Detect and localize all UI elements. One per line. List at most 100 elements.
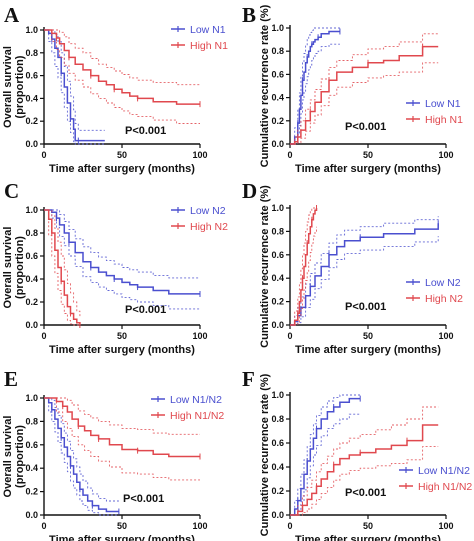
p-value-label: P<0.001 — [345, 121, 386, 133]
y-tick-label: 0.8 — [271, 226, 284, 236]
series-low-n1-n2 — [290, 394, 361, 516]
legend-label: High N1 — [190, 40, 228, 52]
y-tick-label: 0.4 — [25, 274, 38, 284]
survival-step-line — [290, 424, 439, 516]
series-high-n2 — [290, 205, 318, 326]
y-axis-title: Overall survival(proportion) — [2, 227, 26, 309]
x-axis-title: Time after surgery (months) — [49, 534, 195, 541]
ci-lower-line — [44, 209, 200, 310]
y-axis-title: Overall survival(proportion) — [2, 416, 26, 498]
y-tick-label: 0.2 — [25, 487, 38, 497]
y-tick-label: 0.0 — [271, 139, 284, 149]
y-tick-label: 0.0 — [25, 139, 38, 149]
y-tick-label: 0.8 — [25, 228, 38, 238]
panel-a: A 0.0 0.2 0.4 0.6 0.8 1.0 0 50 100 Time after surg… — [2, 3, 228, 175]
series-high-n2 — [44, 209, 81, 328]
y-tick-label: 0.4 — [25, 463, 38, 473]
x-tick-label: 100 — [438, 331, 453, 341]
y-axis-title: Cumulative recurrence rate (%) — [259, 185, 271, 348]
p-value-label: P<0.001 — [345, 301, 386, 313]
series-high-n1 — [290, 33, 439, 145]
panel-d: D 0.0 0.2 0.4 0.6 0.8 1.0 0 50 100 Time after surg… — [242, 179, 463, 356]
survival-step-line — [290, 45, 439, 145]
series-low-n1-n2 — [44, 397, 120, 516]
survival-step-line — [290, 208, 318, 326]
y-axis-title-line-1: Overall survival — [2, 46, 14, 128]
ci-lower-line — [290, 226, 317, 326]
ci-upper-line — [290, 207, 317, 326]
legend-label: Low N1/N2 — [170, 394, 222, 406]
ci-upper-line — [44, 209, 81, 319]
ci-upper-line — [290, 406, 439, 516]
y-tick-label: 0.8 — [25, 416, 38, 426]
x-tick-label: 100 — [192, 331, 207, 341]
y-tick-label: 0.8 — [25, 48, 38, 58]
series-high-n1-n2 — [290, 406, 439, 516]
panel-c: C 0.0 0.2 0.4 0.6 0.8 1.0 0 50 100 Time after surg… — [2, 179, 228, 356]
ci-upper-line — [44, 29, 105, 131]
y-tick-label: 0.6 — [25, 251, 38, 261]
x-tick-label: 0 — [287, 331, 292, 341]
y-axis-title-line-2: (proportion) — [14, 425, 26, 488]
series-low-n2 — [44, 209, 201, 310]
x-tick-label: 0 — [287, 521, 292, 531]
y-tick-label: 0.4 — [271, 462, 284, 472]
legend-label: Low N1 — [425, 98, 461, 110]
x-tick-label: 50 — [117, 331, 127, 341]
p-value-label: P<0.001 — [345, 487, 386, 499]
x-axis-title: Time after surgery (months) — [295, 163, 441, 175]
y-tick-label: 0.0 — [271, 320, 284, 330]
series-low-n1 — [290, 27, 341, 145]
x-tick-label: 100 — [438, 521, 453, 531]
y-tick-label: 1.0 — [25, 25, 38, 35]
ci-lower-line — [44, 397, 200, 481]
y-tick-label: 0.2 — [25, 297, 38, 307]
series-high-n1 — [44, 29, 201, 124]
panel-letter: A — [4, 3, 20, 27]
series-low-n1 — [44, 29, 105, 145]
legend-label: Low N2 — [190, 205, 226, 217]
x-axis-title: Time after surgery (months) — [49, 163, 195, 175]
panel-letter: B — [242, 3, 256, 27]
y-tick-label: 0.8 — [271, 46, 284, 56]
x-tick-label: 0 — [41, 150, 46, 160]
legend-label: High N1/N2 — [170, 410, 224, 422]
x-axis-title: Time after surgery (months) — [295, 534, 441, 541]
y-tick-label: 0.4 — [271, 273, 284, 283]
y-tick-label: 0.2 — [271, 297, 284, 307]
y-tick-label: 0.6 — [25, 71, 38, 81]
ci-lower-line — [44, 397, 119, 516]
legend-label: High N1 — [425, 114, 463, 126]
y-axis-title: Overall survival(proportion) — [2, 46, 26, 128]
panel-b: B 0.0 0.2 0.4 0.6 0.8 1.0 0 50 100 Time after surg… — [242, 3, 463, 175]
x-tick-label: 100 — [438, 150, 453, 160]
ci-upper-line — [290, 216, 439, 326]
ci-lower-line — [290, 43, 340, 145]
y-tick-label: 0.2 — [25, 116, 38, 126]
y-axis-title-line-2: (proportion) — [14, 236, 26, 299]
x-tick-label: 50 — [363, 150, 373, 160]
x-tick-label: 0 — [41, 331, 46, 341]
ci-lower-line — [290, 236, 439, 326]
survival-step-line — [290, 397, 361, 516]
p-value-label: P<0.001 — [125, 304, 166, 316]
y-tick-label: 0.0 — [25, 320, 38, 330]
y-tick-label: 1.0 — [271, 390, 284, 400]
y-tick-label: 0.6 — [271, 69, 284, 79]
survival-step-line — [290, 223, 439, 326]
p-value-label: P<0.001 — [125, 125, 166, 137]
panel-letter: E — [4, 367, 18, 391]
x-tick-label: 100 — [192, 521, 207, 531]
ci-upper-line — [44, 29, 200, 86]
ci-lower-line — [290, 62, 439, 145]
legend-label: Low N2 — [425, 277, 461, 289]
ci-lower-line — [44, 29, 200, 124]
y-tick-label: 0.2 — [271, 486, 284, 496]
x-tick-label: 100 — [192, 150, 207, 160]
p-value-label: P<0.001 — [123, 493, 164, 505]
y-tick-label: 1.0 — [25, 205, 38, 215]
x-tick-label: 50 — [117, 521, 127, 531]
survival-step-line — [44, 397, 119, 513]
x-axis-title: Time after surgery (months) — [295, 344, 441, 356]
